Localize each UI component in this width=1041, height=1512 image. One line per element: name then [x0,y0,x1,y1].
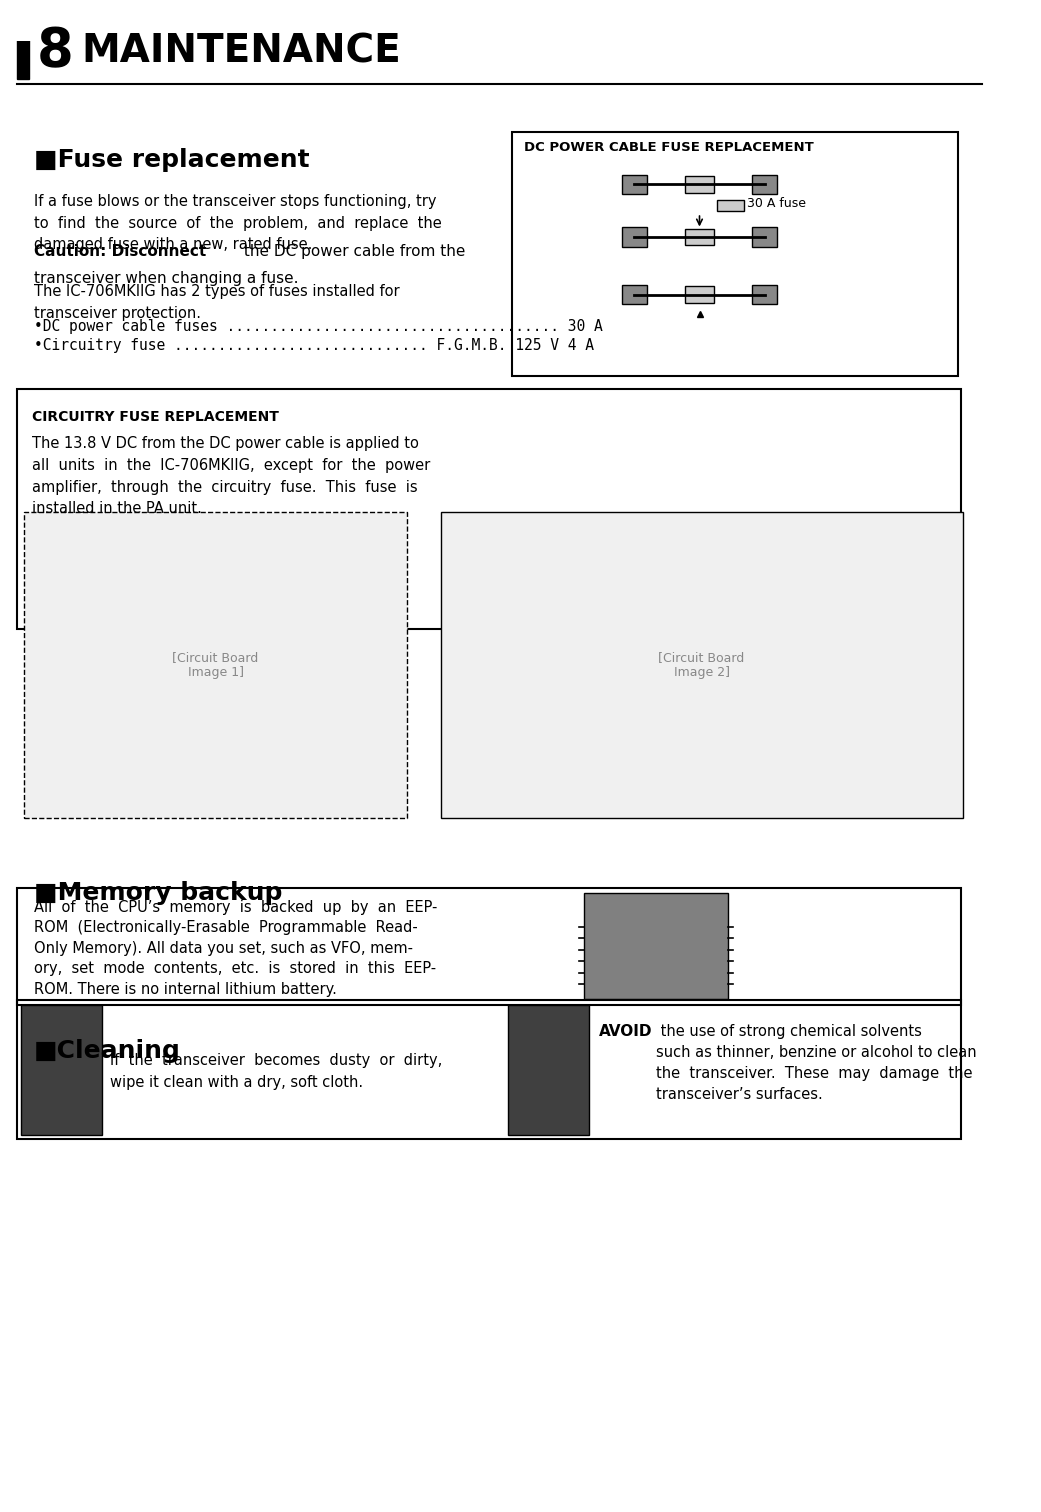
Bar [24,513,407,818]
Text: 8: 8 [36,26,73,77]
Bar [440,513,963,818]
Text: ■Cleaning: ■Cleaning [33,1039,180,1063]
Bar [685,286,714,302]
Bar [623,227,646,246]
Bar [623,284,646,304]
Bar [508,1005,589,1134]
Text: •Circuitry fuse ............................. F.G.M.B. 125 V 4 A: •Circuitry fuse ........................… [33,337,593,352]
Text: AVOID: AVOID [599,1025,652,1039]
Bar [623,175,646,194]
Bar [685,177,714,192]
Text: transceiver when changing a fuse.: transceiver when changing a fuse. [33,271,298,286]
Bar [18,1001,961,1140]
Bar [685,228,714,245]
Bar [512,132,958,376]
Bar [753,284,777,304]
Text: All  of  the  CPU’s  memory  is  backed  up  by  an  EEP-
ROM  (Electronically-E: All of the CPU’s memory is backed up by … [33,900,437,996]
Text: The 13.8 V DC from the DC power cable is applied to
all  units  in  the  IC-706M: The 13.8 V DC from the DC power cable is… [31,437,430,516]
Text: 30 A fuse: 30 A fuse [747,197,807,210]
Bar [18,390,961,629]
Text: MAINTENANCE: MAINTENANCE [81,32,401,70]
Text: the DC power cable from the: the DC power cable from the [239,243,465,259]
Text: If  the  transceiver  becomes  dusty  or  dirty,
wipe it clean with a dry, soft : If the transceiver becomes dusty or dirt… [110,1054,442,1090]
Bar [717,200,743,212]
Text: The IC-706MKIIG has 2 types of fuses installed for
transceiver protection.: The IC-706MKIIG has 2 types of fuses ins… [33,284,399,321]
Text: the use of strong chemical solvents
such as thinner, benzine or alcohol to clean: the use of strong chemical solvents such… [656,1025,976,1102]
Text: Caution: Disconnect: Caution: Disconnect [33,243,206,259]
Text: ■Memory backup: ■Memory backup [33,881,282,904]
Text: CIRCUITRY FUSE REPLACEMENT: CIRCUITRY FUSE REPLACEMENT [31,410,279,423]
Text: •DC power cable fuses ...................................... 30 A: •DC power cable fuses ..................… [33,319,603,334]
Bar [584,894,728,998]
Bar [753,175,777,194]
Text: ■Fuse replacement: ■Fuse replacement [33,148,309,172]
Bar [18,889,961,1005]
Text: DC POWER CABLE FUSE REPLACEMENT: DC POWER CABLE FUSE REPLACEMENT [524,141,814,154]
Bar [753,227,777,246]
Text: [Circuit Board
Image 1]: [Circuit Board Image 1] [173,652,258,679]
Text: [Circuit Board
Image 2]: [Circuit Board Image 2] [659,652,744,679]
Text: If a fuse blows or the transceiver stops functioning, try
to  find  the  source : If a fuse blows or the transceiver stops… [33,194,441,253]
Bar [21,1005,102,1134]
Bar [18,17,29,79]
